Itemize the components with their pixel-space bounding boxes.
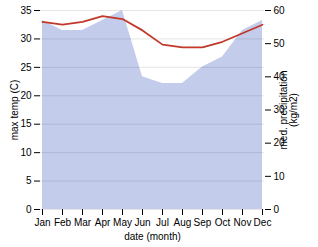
svg-text:May: May: [113, 217, 132, 228]
svg-text:35: 35: [20, 5, 32, 16]
svg-text:med. precipitation(kg/m2): med. precipitation(kg/m2): [278, 71, 299, 150]
svg-text:0: 0: [26, 204, 32, 215]
svg-text:Nov: Nov: [234, 217, 252, 228]
svg-text:Apr: Apr: [95, 217, 111, 228]
svg-text:Oct: Oct: [215, 217, 231, 228]
svg-text:date (month): date (month): [124, 231, 181, 242]
svg-text:max temp (C): max temp (C): [9, 80, 20, 141]
svg-text:15: 15: [20, 118, 32, 129]
svg-text:10: 10: [274, 171, 286, 182]
svg-text:Jan: Jan: [34, 217, 50, 228]
svg-text:Dec: Dec: [254, 217, 272, 228]
svg-text:20: 20: [20, 90, 32, 101]
svg-text:Feb: Feb: [54, 217, 72, 228]
svg-text:25: 25: [20, 62, 32, 73]
svg-text:Jun: Jun: [134, 217, 150, 228]
svg-text:10: 10: [20, 147, 32, 158]
svg-text:Jul: Jul: [156, 217, 169, 228]
svg-text:Mar: Mar: [74, 217, 92, 228]
svg-text:30: 30: [20, 33, 32, 44]
svg-text:Sep: Sep: [194, 217, 212, 228]
svg-text:Aug: Aug: [174, 217, 192, 228]
svg-text:60: 60: [274, 5, 286, 16]
svg-text:5: 5: [26, 175, 32, 186]
svg-text:50: 50: [274, 38, 286, 49]
svg-text:0: 0: [274, 204, 280, 215]
